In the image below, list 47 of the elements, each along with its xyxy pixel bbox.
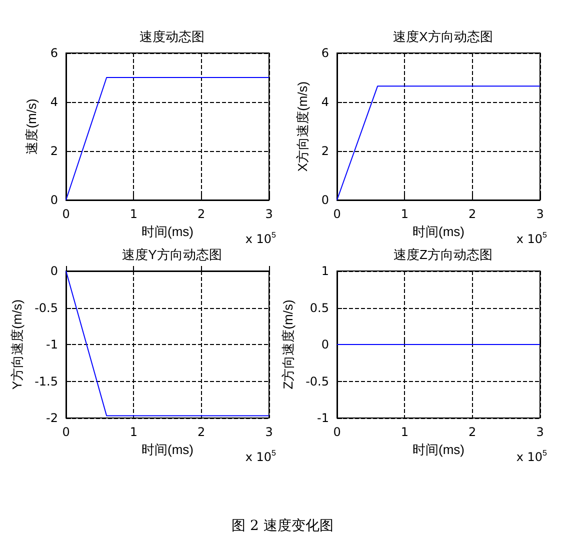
caption: 图 2 速度变化图 [230,517,334,535]
x-tick-label: 2 [468,425,476,439]
chart-title: 速度Z方向动态图 [394,247,492,262]
y-axis-title: 速度(m/s) [24,98,39,154]
y-tick-label: -2 [46,411,58,425]
x-tick-label: 2 [198,207,206,221]
x-tick-label: 1 [400,207,408,221]
x-axis-title: 时间(ms) [142,442,194,457]
y-tick-label: 0 [50,264,58,278]
y-tick-label: -0.5 [306,374,329,388]
y-tick-label: -1 [317,411,329,425]
x-tick-label: 1 [400,425,408,439]
x-tick-label: 0 [62,425,70,439]
y-tick-label: 0 [50,193,58,207]
y-tick-label: 6 [50,46,58,60]
x-tick-label: 3 [536,425,544,439]
y-tick-label: 2 [50,144,58,158]
y-tick-label: 4 [321,95,329,109]
y-tick-label: 1 [321,264,329,278]
y-tick-label: 0.5 [310,300,329,315]
y-axis-title: X方向速度(m/s) [295,81,310,172]
chart-title: 速度X方向动态图 [393,29,493,44]
y-axis-title: Z方向速度(m/s) [280,300,296,390]
x-tick-label: 0 [62,207,70,221]
x-tick-label: 0 [333,207,341,221]
x-tick-label: 0 [333,425,341,439]
y-tick-label: -1.5 [34,374,58,388]
x-axis-title: 时间(ms) [412,442,464,457]
y-tick-label: 0 [321,193,329,207]
y-tick-label: -0.5 [34,300,58,315]
x-tick-label: 1 [130,425,138,439]
x-axis-title: 时间(ms) [142,224,194,239]
x-axis-title: 时间(ms) [412,224,464,239]
y-tick-label: 0 [321,338,329,352]
x-tick-label: 3 [536,207,544,221]
chart-title: 速度Y方向动态图 [122,247,222,262]
y-tick-label: 6 [321,46,329,60]
x-tick-label: 1 [130,207,138,221]
x-tick-label: 2 [198,425,206,439]
y-tick-label: -1 [46,338,58,352]
x-tick-label: 3 [265,207,273,221]
chart-title: 速度动态图 [140,29,204,44]
y-axis-title: Y方向速度(m/s) [10,299,25,390]
x-tick-label: 2 [468,207,476,221]
y-tick-label: 4 [50,95,58,109]
y-tick-label: 2 [321,144,329,158]
x-tick-label: 3 [265,425,273,439]
